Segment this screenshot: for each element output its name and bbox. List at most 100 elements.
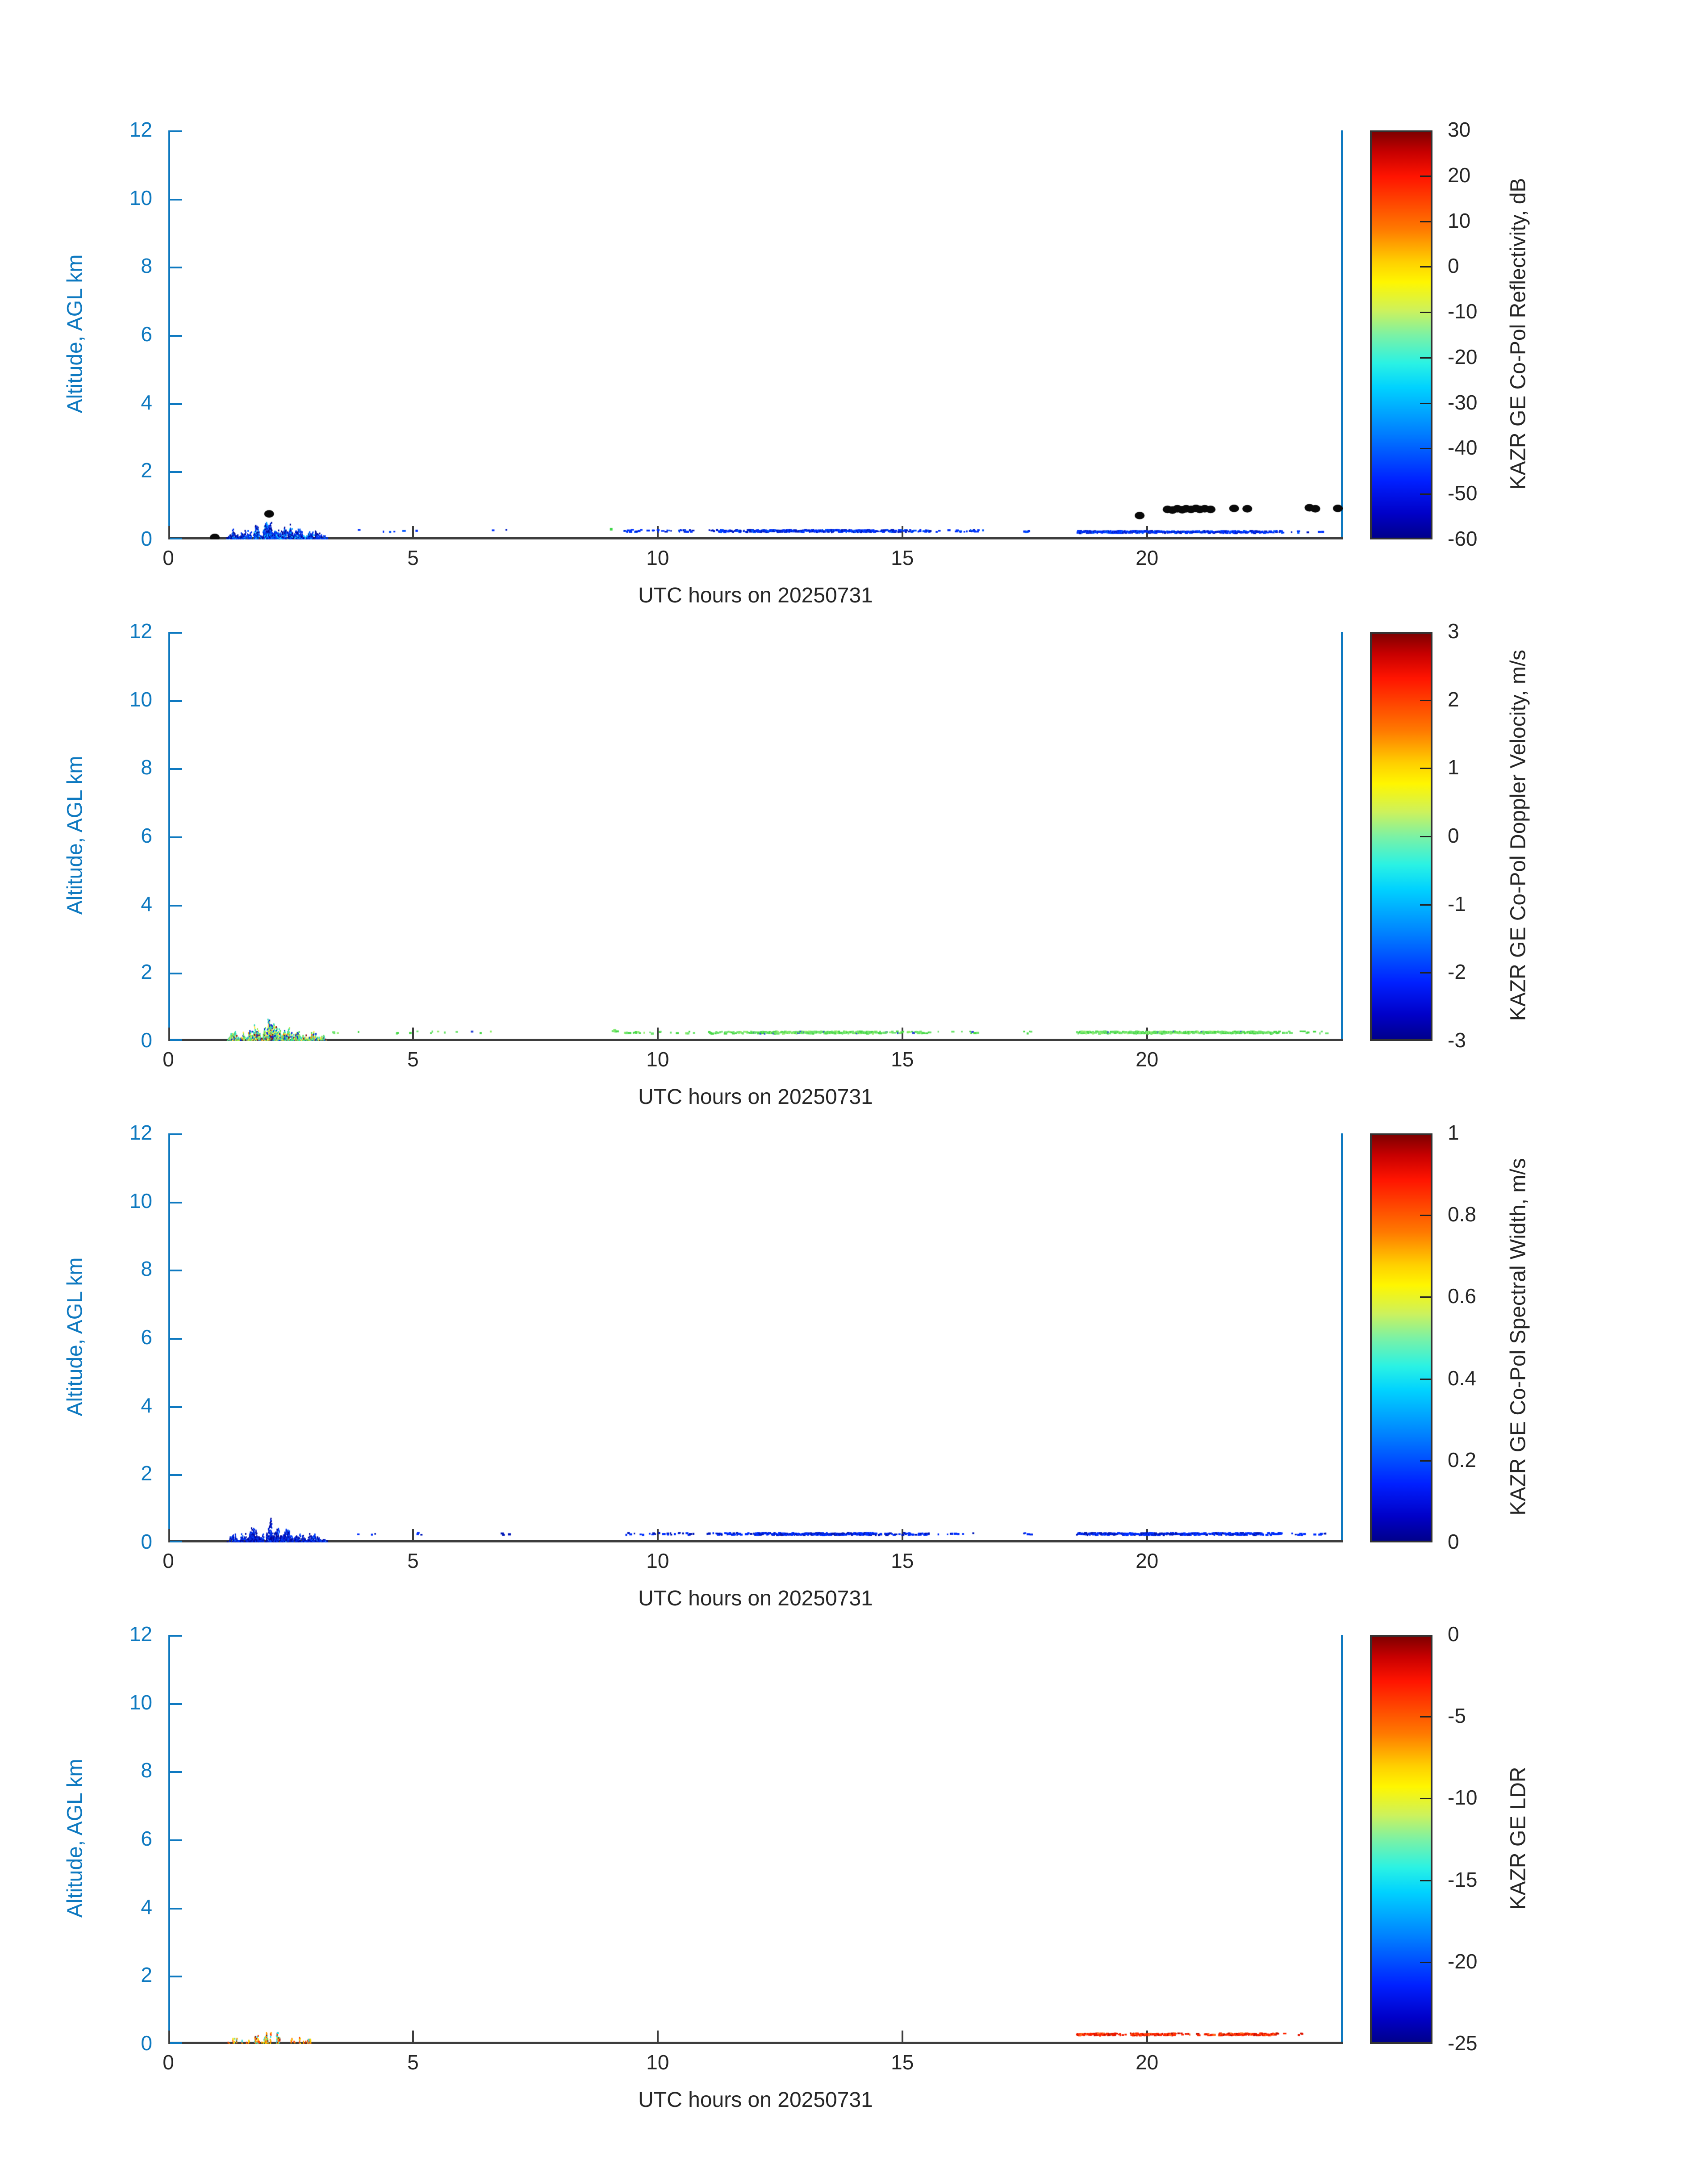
colorbar-tick-mark xyxy=(1420,904,1431,906)
colorbar-tick-mark xyxy=(1420,768,1431,769)
colorbar-tick-label: 30 xyxy=(1448,118,1471,141)
y-tick-label: 0 xyxy=(141,2031,152,2055)
colorbar-tick-label: 0.6 xyxy=(1448,1284,1476,1308)
colorbar-tick-label: -30 xyxy=(1448,390,1478,414)
colorbar-label: KAZR GE Co-Pol Reflectivity, dB xyxy=(1506,178,1530,490)
y-tick-label: 12 xyxy=(129,1622,152,1646)
y-tick-label: 12 xyxy=(129,619,152,643)
x-tick-label: 10 xyxy=(646,1549,669,1572)
colorbar-tick-mark xyxy=(1420,972,1431,974)
colorbar-label: KAZR GE LDR xyxy=(1506,1767,1530,1910)
x-tick-label: 0 xyxy=(163,1549,174,1572)
y-axis-label: Altitude, AGL km xyxy=(63,756,87,915)
colorbar xyxy=(1370,130,1432,539)
colorbar-tick-label: -3 xyxy=(1448,1028,1466,1052)
y-tick-label: 10 xyxy=(129,687,152,711)
data-canvas xyxy=(168,632,1343,1041)
colorbar-tick-label: 0.4 xyxy=(1448,1366,1476,1390)
x-tick-label: 5 xyxy=(407,2051,419,2074)
y-tick-label: 6 xyxy=(141,1827,152,1850)
y-tick-label: 6 xyxy=(141,824,152,847)
colorbar-tick-mark xyxy=(1420,493,1431,495)
x-tick-label: 5 xyxy=(407,546,419,569)
colorbar-tick-label: -15 xyxy=(1448,1868,1478,1891)
x-tick-label: 10 xyxy=(646,546,669,569)
y-tick-label: 10 xyxy=(129,1189,152,1212)
y-tick-label: 2 xyxy=(141,1462,152,1485)
x-tick-label: 15 xyxy=(891,1048,914,1071)
x-tick-label: 15 xyxy=(891,1549,914,1572)
x-tick-label: 0 xyxy=(163,546,174,569)
colorbar-tick-label: 0 xyxy=(1448,254,1459,278)
y-tick-label: 4 xyxy=(141,1393,152,1417)
y-tick-label: 2 xyxy=(141,459,152,482)
colorbar-tick-mark xyxy=(1420,1798,1431,1800)
y-tick-label: 12 xyxy=(129,118,152,141)
x-tick-label: 20 xyxy=(1136,2051,1159,2074)
x-tick-label: 15 xyxy=(891,2051,914,2074)
x-tick-label: 20 xyxy=(1136,1048,1159,1071)
colorbar-tick-mark xyxy=(1420,1460,1431,1462)
colorbar-tick-label: -25 xyxy=(1448,2031,1478,2055)
y-axis-label: Altitude, AGL km xyxy=(63,1257,87,1417)
colorbar-label: KAZR GE Co-Pol Doppler Velocity, m/s xyxy=(1506,649,1530,1021)
y-tick-label: 0 xyxy=(141,1530,152,1553)
y-tick-label: 0 xyxy=(141,527,152,550)
x-tick-label: 10 xyxy=(646,1048,669,1071)
x-axis-label: UTC hours on 20250731 xyxy=(638,1587,873,1610)
colorbar-tick-mark xyxy=(1420,448,1431,450)
colorbar-tick-mark xyxy=(1420,699,1431,701)
colorbar-tick-label: 0 xyxy=(1448,824,1459,847)
y-tick-label: 4 xyxy=(141,892,152,915)
colorbar-tick-label: 10 xyxy=(1448,209,1471,232)
colorbar-tick-label: 0 xyxy=(1448,1622,1459,1646)
y-tick-label: 8 xyxy=(141,756,152,779)
colorbar xyxy=(1370,1133,1432,1542)
x-axis-label: UTC hours on 20250731 xyxy=(638,2088,873,2112)
colorbar-tick-label: -1 xyxy=(1448,892,1466,915)
colorbar-tick-label: -60 xyxy=(1448,527,1478,550)
colorbar-tick-mark xyxy=(1420,1296,1431,1298)
colorbar-tick-mark xyxy=(1420,266,1431,268)
y-tick-label: 0 xyxy=(141,1028,152,1052)
colorbar-tick-label: 1 xyxy=(1448,756,1459,779)
y-tick-label: 4 xyxy=(141,390,152,414)
y-tick-label: 12 xyxy=(129,1121,152,1144)
colorbar-tick-label: 0.2 xyxy=(1448,1448,1476,1471)
colorbar-tick-label: -20 xyxy=(1448,345,1478,368)
y-tick-label: 8 xyxy=(141,1759,152,1782)
x-axis-label: UTC hours on 20250731 xyxy=(638,1085,873,1109)
colorbar-tick-mark xyxy=(1420,1215,1431,1216)
data-canvas xyxy=(168,1133,1343,1542)
x-axis-label: UTC hours on 20250731 xyxy=(638,584,873,607)
x-tick-label: 5 xyxy=(407,1048,419,1071)
colorbar-tick-label: 3 xyxy=(1448,619,1459,643)
colorbar-tick-label: -5 xyxy=(1448,1704,1466,1728)
colorbar-tick-label: 0.8 xyxy=(1448,1203,1476,1226)
y-tick-label: 6 xyxy=(141,1325,152,1349)
colorbar-tick-mark xyxy=(1420,1378,1431,1380)
colorbar-tick-mark xyxy=(1420,221,1431,222)
data-canvas xyxy=(168,1635,1343,2044)
x-tick-label: 0 xyxy=(163,1048,174,1071)
colorbar-label: KAZR GE Co-Pol Spectral Width, m/s xyxy=(1506,1158,1530,1516)
x-tick-label: 10 xyxy=(646,2051,669,2074)
y-axis-label: Altitude, AGL km xyxy=(63,254,87,414)
colorbar-tick-mark xyxy=(1420,1880,1431,1881)
colorbar-tick-mark xyxy=(1420,836,1431,837)
y-tick-label: 2 xyxy=(141,1963,152,1987)
x-tick-label: 20 xyxy=(1136,1549,1159,1572)
y-tick-label: 10 xyxy=(129,186,152,209)
colorbar-tick-mark xyxy=(1420,402,1431,404)
y-tick-label: 6 xyxy=(141,322,152,346)
colorbar-tick-mark xyxy=(1420,175,1431,177)
x-tick-label: 5 xyxy=(407,1549,419,1572)
colorbar-tick-mark xyxy=(1420,312,1431,313)
data-canvas xyxy=(168,130,1343,539)
colorbar-tick-mark xyxy=(1420,1961,1431,1963)
colorbar xyxy=(1370,1635,1432,2044)
colorbar-tick-label: 1 xyxy=(1448,1121,1459,1144)
y-tick-label: 8 xyxy=(141,254,152,278)
colorbar-tick-label: -50 xyxy=(1448,481,1478,505)
